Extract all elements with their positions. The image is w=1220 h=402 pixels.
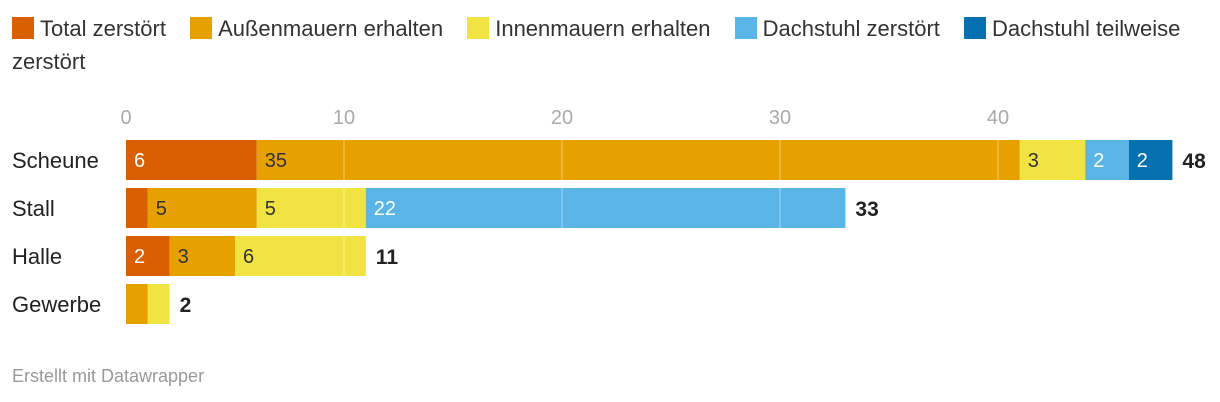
legend-item-total-zerstoert: Total zerstört (12, 16, 166, 41)
bar-value-label: 22 (374, 198, 396, 220)
legend-label: Dachstuhl teilweise zerstört (12, 16, 1181, 74)
bar-segment-halle-aussenmauern-erhalten (169, 236, 235, 276)
bar-total-label: 2 (180, 294, 192, 317)
legend-swatch (12, 17, 34, 39)
bar-segment-stall-total-zerstoert (126, 188, 148, 228)
footer-credit[interactable]: Erstellt mit Datawrapper (12, 366, 205, 386)
bar-total-label: 48 (1182, 150, 1206, 173)
bar-segment-halle-innenmauern-erhalten (235, 236, 366, 276)
bar-segment-scheune-aussenmauern-erhalten (256, 140, 1020, 180)
legend-swatch (964, 17, 987, 39)
bar-value-label: 2 (1093, 150, 1104, 172)
x-tick-label: 30 (769, 107, 791, 129)
bar-segment-stall-aussenmauern-erhalten (147, 188, 257, 228)
bar-segment-scheune-dachstuhl-teilweise-zerstoert (1128, 140, 1173, 180)
bar-value-label: 3 (1028, 150, 1039, 172)
bar-segment-scheune-total-zerstoert (126, 140, 257, 180)
legend-item-dachstuhl-teilweise-zerstoert: Dachstuhl teilweise zerstört (12, 16, 1180, 74)
bar-value-label: 2 (1137, 150, 1148, 172)
legend-item-dachstuhl-zerstoert: Dachstuhl zerstört (734, 16, 940, 41)
legend-swatch (467, 17, 490, 39)
x-tick-label: 20 (551, 107, 573, 129)
category-label-scheune: Scheune (12, 148, 99, 173)
bar-value-label: 2 (134, 246, 145, 268)
x-tick-label: 40 (987, 107, 1009, 129)
bar-segment-stall-innenmauern-erhalten (256, 188, 366, 228)
bar-value-label: 5 (156, 198, 167, 220)
bar-value-label: 6 (243, 246, 254, 268)
category-label-halle: Halle (12, 244, 62, 269)
legend-label: Innenmauern erhalten (495, 16, 711, 41)
x-tick-label: 10 (333, 107, 355, 129)
bar-total-label: 33 (855, 198, 878, 221)
legend-label: Total zerstört (40, 16, 166, 41)
category-label-gewerbe: Gewerbe (12, 292, 101, 317)
x-tick-label: 0 (120, 107, 131, 129)
legend-label: Dachstuhl zerstört (762, 16, 940, 41)
legend-item-aussenmauern-erhalten: Außenmauern erhalten (190, 16, 443, 41)
legend-swatch (190, 17, 213, 39)
legend-label: Außenmauern erhalten (218, 16, 444, 41)
bar-value-label: 3 (178, 246, 189, 268)
bar-value-label: 5 (265, 198, 276, 220)
bar-segment-halle-total-zerstoert (126, 236, 170, 276)
bar-segment-scheune-innenmauern-erhalten (1019, 140, 1086, 180)
bar-value-label: 35 (265, 150, 287, 172)
bar-segment-gewerbe-aussenmauern-erhalten (126, 284, 148, 324)
legend-item-innenmauern-erhalten: Innenmauern erhalten (467, 16, 710, 41)
bar-segment-gewerbe-innenmauern-erhalten (147, 284, 170, 324)
legend: Total zerstört Außenmauern erhalten Inne… (12, 12, 1207, 78)
bar-value-label: 6 (134, 150, 145, 172)
bar-segment-scheune-dachstuhl-zerstoert (1085, 140, 1129, 180)
category-label-stall: Stall (12, 196, 55, 221)
legend-swatch (734, 17, 757, 39)
bar-total-label: 11 (376, 246, 399, 269)
bar-segment-stall-dachstuhl-zerstoert (365, 188, 846, 228)
